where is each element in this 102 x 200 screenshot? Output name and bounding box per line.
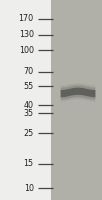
Text: 25: 25 <box>23 129 34 138</box>
Text: 35: 35 <box>24 109 34 118</box>
Text: 40: 40 <box>24 101 34 110</box>
Text: 70: 70 <box>24 67 34 76</box>
Text: 55: 55 <box>23 82 34 91</box>
Text: 170: 170 <box>19 14 34 23</box>
Text: 10: 10 <box>24 184 34 193</box>
Text: 100: 100 <box>19 46 34 55</box>
Text: 130: 130 <box>19 30 34 39</box>
FancyBboxPatch shape <box>0 0 51 200</box>
Text: 15: 15 <box>24 159 34 168</box>
